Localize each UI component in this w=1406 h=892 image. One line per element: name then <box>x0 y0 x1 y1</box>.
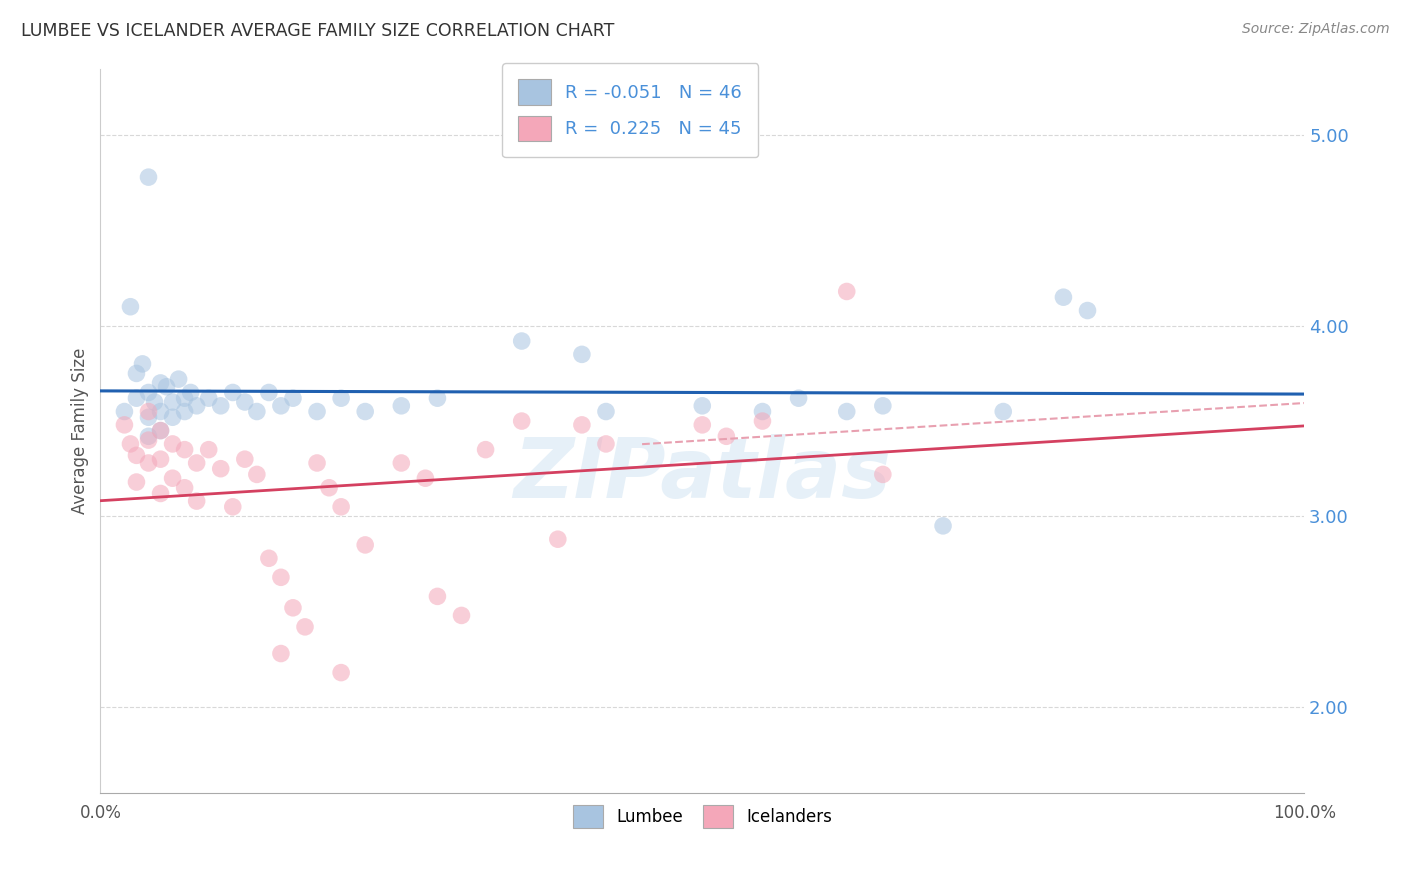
Point <box>125 367 148 381</box>
Point <box>180 385 202 400</box>
Point <box>149 404 172 418</box>
Point <box>835 404 858 418</box>
Point <box>173 442 195 457</box>
Point <box>173 481 195 495</box>
Point <box>186 494 208 508</box>
Point <box>415 471 437 485</box>
Point <box>131 357 153 371</box>
Point <box>474 442 496 457</box>
Point <box>197 442 219 457</box>
Point <box>426 391 449 405</box>
Text: ZIPatlas: ZIPatlas <box>513 434 891 515</box>
Point <box>209 399 232 413</box>
Point <box>233 452 256 467</box>
Point <box>162 395 184 409</box>
Point <box>872 467 894 482</box>
Point <box>305 404 328 418</box>
Point <box>162 437 184 451</box>
Point <box>932 519 955 533</box>
Legend: Lumbee, Icelanders: Lumbee, Icelanders <box>567 798 838 835</box>
Point <box>138 404 160 418</box>
Point <box>173 391 195 405</box>
Point <box>1052 290 1074 304</box>
Point <box>354 538 377 552</box>
Text: Source: ZipAtlas.com: Source: ZipAtlas.com <box>1241 22 1389 37</box>
Point <box>149 424 172 438</box>
Point <box>222 385 245 400</box>
Point <box>787 391 810 405</box>
Point <box>149 452 172 467</box>
Point <box>294 620 316 634</box>
Point <box>138 429 160 443</box>
Point <box>450 608 472 623</box>
Point <box>120 300 142 314</box>
Point <box>330 500 353 514</box>
Point <box>120 437 142 451</box>
Point <box>595 437 617 451</box>
Point <box>547 532 569 546</box>
Point <box>197 391 219 405</box>
Point <box>143 395 166 409</box>
Text: LUMBEE VS ICELANDER AVERAGE FAMILY SIZE CORRELATION CHART: LUMBEE VS ICELANDER AVERAGE FAMILY SIZE … <box>21 22 614 40</box>
Point <box>257 385 280 400</box>
Point <box>389 456 412 470</box>
Point <box>330 665 353 680</box>
Point <box>389 399 412 413</box>
Point <box>149 486 172 500</box>
Point <box>281 391 304 405</box>
Point <box>270 399 292 413</box>
Y-axis label: Average Family Size: Average Family Size <box>72 347 89 514</box>
Point <box>690 417 713 432</box>
Point <box>138 385 160 400</box>
Point <box>571 347 593 361</box>
Point <box>138 433 160 447</box>
Point <box>138 170 160 185</box>
Point <box>281 600 304 615</box>
Point <box>270 647 292 661</box>
Point <box>305 456 328 470</box>
Point <box>138 456 160 470</box>
Point <box>751 414 773 428</box>
Point <box>1076 303 1098 318</box>
Point <box>125 448 148 462</box>
Point <box>690 399 713 413</box>
Point <box>233 395 256 409</box>
Point <box>125 475 148 489</box>
Point <box>173 404 195 418</box>
Point <box>112 417 135 432</box>
Point <box>354 404 377 418</box>
Point <box>149 376 172 390</box>
Point <box>186 456 208 470</box>
Point <box>751 404 773 418</box>
Point <box>112 404 135 418</box>
Point <box>209 461 232 475</box>
Point <box>318 481 340 495</box>
Point <box>138 410 160 425</box>
Point <box>510 414 533 428</box>
Point <box>510 334 533 348</box>
Point <box>167 372 190 386</box>
Point <box>835 285 858 299</box>
Point <box>330 391 353 405</box>
Point <box>993 404 1015 418</box>
Point <box>270 570 292 584</box>
Point <box>716 429 738 443</box>
Point <box>222 500 245 514</box>
Point <box>426 590 449 604</box>
Point <box>125 391 148 405</box>
Point <box>257 551 280 566</box>
Point <box>186 399 208 413</box>
Point <box>155 380 177 394</box>
Point <box>149 424 172 438</box>
Point <box>162 471 184 485</box>
Point <box>246 467 269 482</box>
Point <box>571 417 593 432</box>
Point <box>162 410 184 425</box>
Point <box>872 399 894 413</box>
Point <box>246 404 269 418</box>
Point <box>595 404 617 418</box>
